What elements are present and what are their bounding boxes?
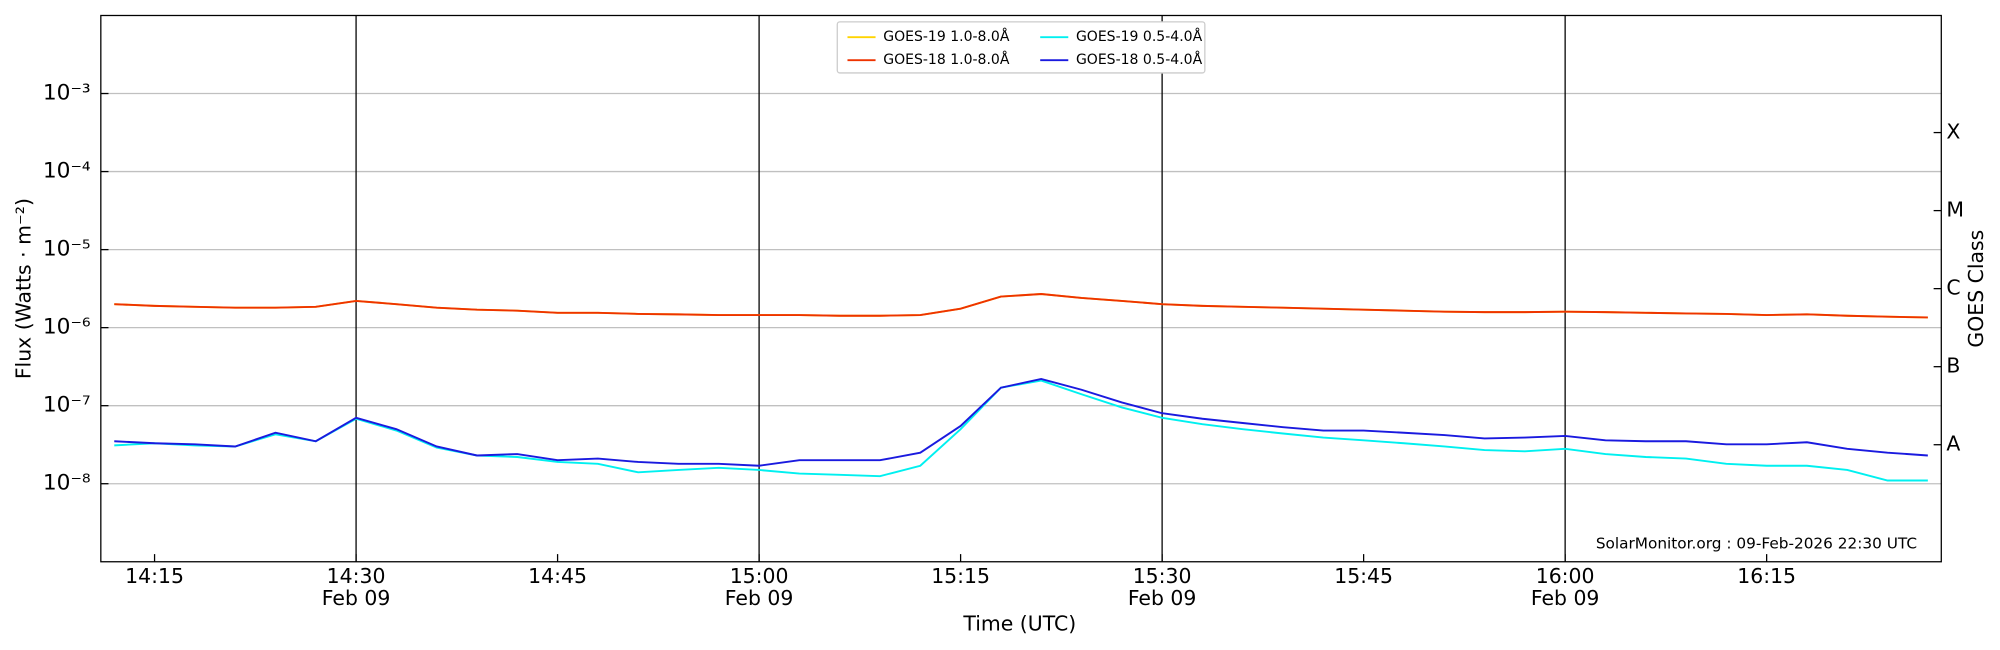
x-tick-date: Feb 09 — [322, 586, 391, 610]
legend-label: GOES-19 1.0-8.0Å — [883, 28, 1010, 45]
x-tick-date: Feb 09 — [725, 586, 794, 610]
y-axis-title: Flux (Watts · m⁻²) — [11, 198, 35, 379]
y2-tick-label: C — [1946, 276, 1960, 300]
y-tick-label: 10⁻⁶ — [43, 315, 91, 340]
x-tick-label: 15:30 — [1133, 564, 1192, 588]
x-tick-label: 15:45 — [1334, 564, 1393, 588]
y2-tick-label: A — [1946, 432, 1960, 456]
y2-tick-label: B — [1946, 354, 1960, 378]
series-line — [114, 293, 1928, 319]
x-tick-date: Feb 09 — [1531, 586, 1600, 610]
x-tick-date: Feb 09 — [1128, 586, 1197, 610]
y-tick-label: 10⁻⁵ — [43, 237, 91, 262]
y-tick-label: 10⁻³ — [43, 81, 91, 106]
x-tick-label: 15:15 — [931, 564, 990, 588]
x-tick-label: 16:00 — [1536, 564, 1595, 588]
legend-label: GOES-18 1.0-8.0Å — [883, 51, 1010, 68]
legend-label: GOES-18 0.5-4.0Å — [1076, 51, 1203, 68]
legend-label: GOES-19 0.5-4.0Å — [1076, 28, 1203, 45]
y2-tick-label: X — [1946, 120, 1960, 144]
y2-tick-label: M — [1946, 198, 1964, 222]
x-axis-title: Time (UTC) — [962, 611, 1076, 635]
x-tick-label: 16:15 — [1737, 564, 1796, 588]
y2-axis-title: GOES Class — [1964, 230, 1988, 348]
series-line — [114, 377, 1928, 467]
plot-frame — [100, 14, 1942, 563]
x-tick-label: 14:15 — [125, 564, 184, 588]
y-tick-label: 10⁻⁴ — [43, 159, 91, 184]
x-tick-label: 14:45 — [528, 564, 587, 588]
y-tick-label: 10⁻⁷ — [43, 393, 91, 418]
annotation: SolarMonitor.org : 09-Feb-2026 22:30 UTC — [1596, 534, 1917, 552]
y-tick-label: 10⁻⁸ — [43, 471, 91, 496]
legend-box — [836, 21, 1206, 74]
x-tick-label: 14:30 — [327, 564, 386, 588]
x-tick-label: 15:00 — [730, 564, 789, 588]
